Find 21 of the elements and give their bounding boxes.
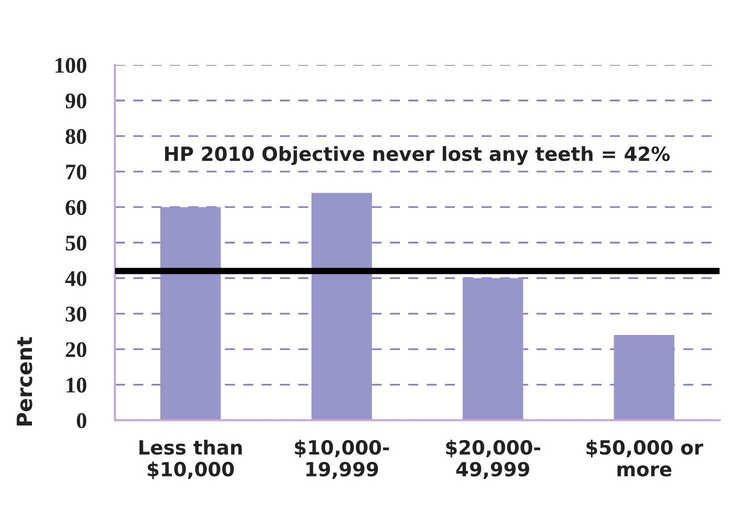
y-tick-label: 80 xyxy=(66,128,86,144)
bar xyxy=(311,192,372,420)
x-tick-label: $10,000- 19,999 xyxy=(294,440,389,479)
x-tick-label: Less than $10,000 xyxy=(140,440,242,480)
y-tick-label: 90 xyxy=(66,93,86,108)
x-tick-label: $50,000 or more xyxy=(586,440,704,477)
y-tick-label: 0 xyxy=(76,413,86,428)
x-tick-label: $20,000- 49,999 xyxy=(446,440,540,479)
ref-line-label: HP 2010 Objective never lost any teeth = 42% xyxy=(165,146,670,166)
y-tick-label: 20 xyxy=(66,342,86,358)
bar xyxy=(614,334,674,420)
y-tick-label: 50 xyxy=(66,236,86,251)
y-tick-label: 100 xyxy=(56,58,86,73)
y-tick-label: 10 xyxy=(66,378,86,393)
bar xyxy=(462,278,524,420)
y-tick-label: 60 xyxy=(66,200,86,216)
y-tick-label: 30 xyxy=(66,306,86,322)
bar xyxy=(160,207,221,420)
y-tick-label: 40 xyxy=(65,271,86,286)
y-tick-label: 70 xyxy=(66,164,86,180)
y-axis-title: Percent xyxy=(16,336,32,426)
